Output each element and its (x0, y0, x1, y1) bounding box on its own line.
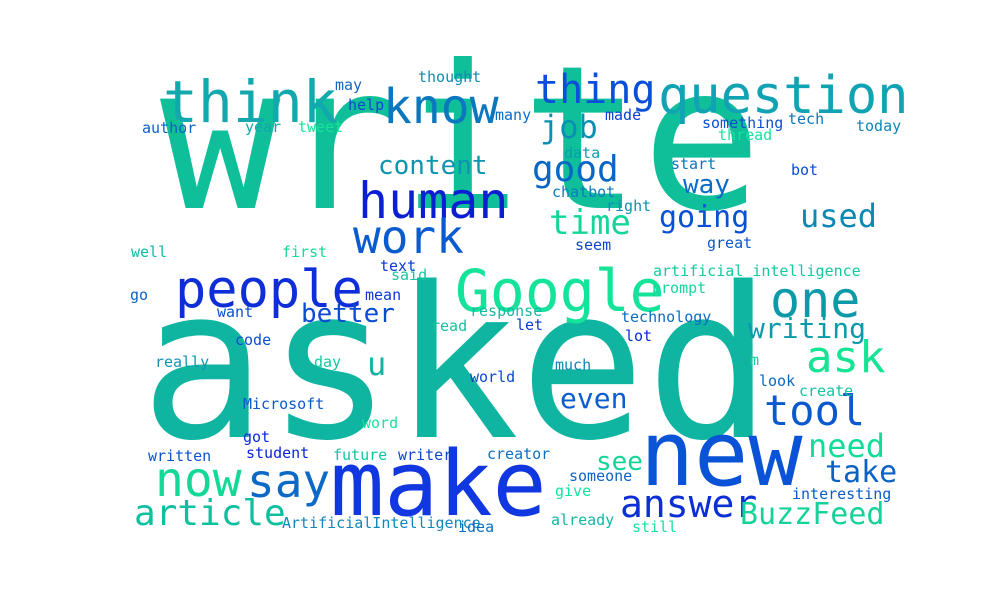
word: lot (625, 327, 653, 345)
word: made (605, 106, 642, 124)
word: used (800, 197, 878, 235)
word: answer (620, 482, 758, 526)
word: well (131, 243, 168, 261)
word: thing (535, 67, 656, 113)
word: already (551, 511, 615, 529)
word: something (702, 114, 784, 132)
word: Google (455, 257, 665, 325)
word: write (160, 23, 763, 256)
word: time (549, 203, 631, 243)
word: work (353, 210, 464, 264)
word: start (671, 155, 717, 173)
word: technology (621, 308, 712, 326)
word: good (532, 149, 619, 190)
word: job (540, 108, 598, 146)
word: writer (398, 446, 453, 464)
word: read (431, 317, 468, 335)
word: see (596, 447, 643, 477)
word: much (555, 356, 592, 374)
word: say (247, 454, 331, 508)
word: m (750, 351, 760, 369)
word: tweet (298, 118, 344, 136)
word: written (148, 447, 212, 465)
word: now (155, 452, 242, 508)
word: chatbot (552, 183, 616, 201)
word: ask (806, 332, 886, 383)
word: tech (788, 110, 825, 128)
word: author (142, 119, 197, 137)
word: tool (764, 386, 866, 435)
word: future (333, 446, 388, 464)
word: new (640, 402, 803, 507)
word: still (632, 518, 678, 536)
word: thought (418, 68, 482, 86)
word: artificial intelligence (653, 262, 861, 280)
word: need (808, 427, 886, 465)
word: asked (140, 242, 773, 487)
word: make (330, 432, 547, 537)
word: think (163, 68, 338, 136)
word: content (378, 151, 488, 181)
word: got (243, 428, 271, 446)
word: Microsoft (243, 395, 325, 413)
word: today (856, 117, 902, 135)
word: better (301, 299, 395, 329)
word: know (383, 79, 499, 135)
word: seem (575, 236, 612, 254)
word: one (770, 271, 861, 329)
word: people (175, 260, 363, 320)
word: data (564, 144, 601, 162)
word: look (759, 372, 796, 390)
word: thread (718, 126, 773, 144)
word: great (707, 234, 753, 252)
word: creator (487, 445, 551, 463)
word: student (246, 444, 310, 462)
word: go (130, 286, 149, 304)
word: bot (791, 161, 819, 179)
word: going (659, 200, 750, 235)
word: idea (458, 518, 495, 536)
word: take (825, 455, 898, 490)
word: question (658, 66, 909, 126)
word: mean (365, 286, 402, 304)
word: day (314, 353, 342, 371)
word: prompt (652, 279, 707, 297)
word: BuzzFeed (740, 497, 885, 532)
word: said (391, 266, 428, 284)
word: writing (748, 312, 867, 345)
word: create (799, 382, 854, 400)
word: article (134, 493, 286, 534)
word: right (606, 197, 652, 215)
word: let (516, 316, 544, 334)
word: human (358, 172, 509, 230)
word: year (245, 118, 282, 136)
word: may (335, 76, 363, 94)
word: interesting (792, 485, 892, 503)
word: many (495, 106, 532, 124)
word: text (380, 257, 417, 275)
word: world (470, 368, 516, 386)
word: word (362, 414, 399, 432)
word: help (348, 96, 385, 114)
word: response (470, 302, 543, 320)
word: first (282, 243, 328, 261)
word: ArtificialIntelligence (282, 514, 481, 532)
word: u (367, 345, 387, 383)
word: code (235, 331, 272, 349)
word: way (683, 170, 730, 200)
word: really (155, 353, 210, 371)
word: even (560, 382, 628, 415)
word: someone (569, 467, 633, 485)
word: want (217, 303, 254, 321)
word: give (555, 482, 592, 500)
